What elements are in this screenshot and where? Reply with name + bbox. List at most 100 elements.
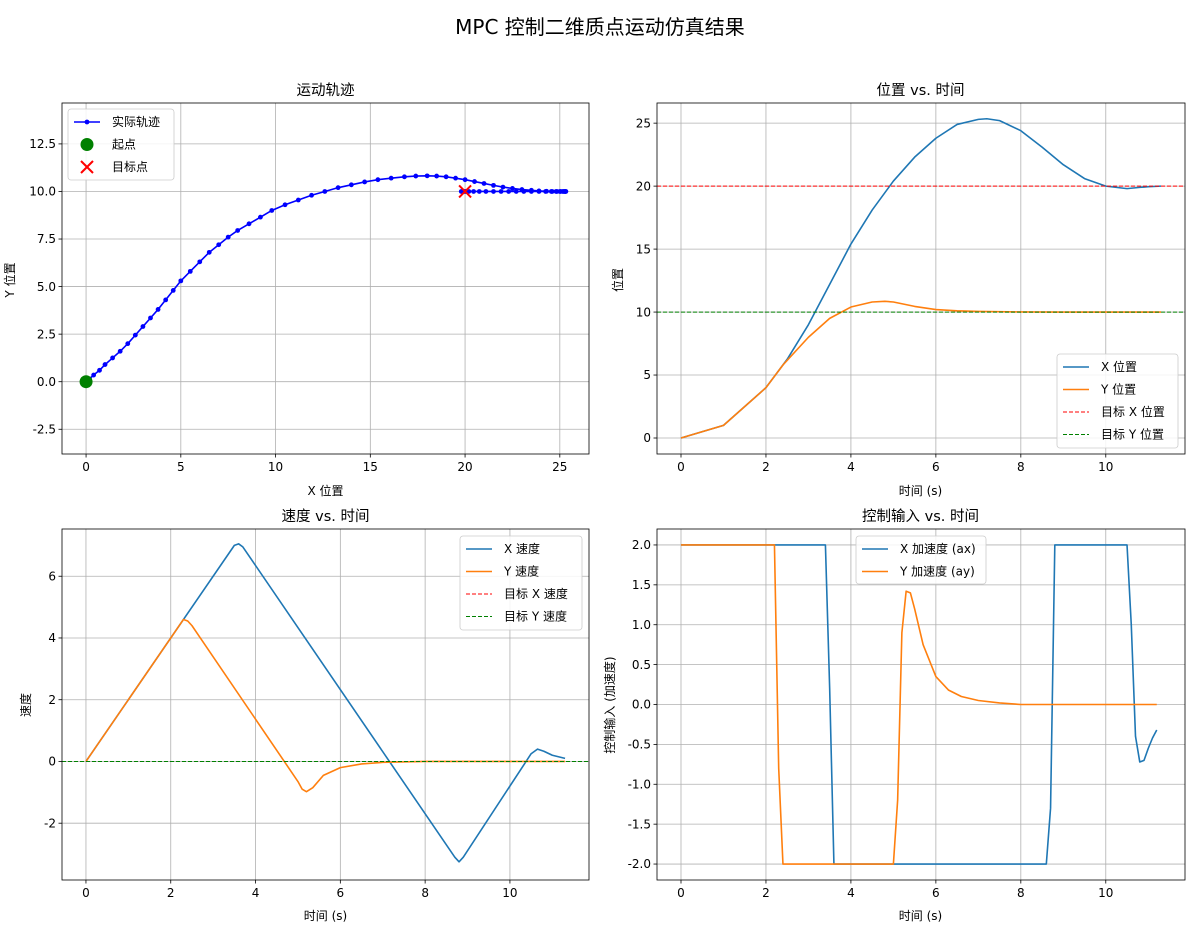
traj-series-0-point-8 (125, 341, 131, 347)
traj-ylabel: Y 位置 (2, 262, 17, 298)
pos-ytick-label-0: 0 (643, 431, 651, 445)
pos-plot (657, 117, 1185, 439)
pos-panel: 位置 vs. 时间 时间 (s) 位置 (610, 82, 964, 498)
traj-series-0-point-66 (513, 189, 519, 194)
pos-legend-entry-1-label: Y 位置 (1100, 382, 1136, 397)
traj-series-0-point-17 (197, 259, 203, 265)
traj-series-0-point-41 (472, 179, 477, 184)
pos-title: 位置 vs. 时间 (877, 82, 965, 99)
traj-series-0-point-30 (348, 182, 354, 188)
traj-series-0-point-72 (471, 189, 476, 194)
ctrl-ytick-label-0: -2.0 (628, 857, 651, 871)
traj-series-0-point-43 (491, 182, 496, 188)
vel-xtick-label-0: 0 (82, 886, 90, 900)
traj-series-0-point-25 (282, 202, 288, 208)
pos-ytick-label-4: 20 (636, 179, 651, 193)
vel-frame (61, 528, 590, 881)
traj-xtick-label-1: 5 (177, 460, 185, 474)
traj-legend-entry-0-label: 实际轨迹 (112, 114, 160, 129)
ctrl-ylabel: 控制输入 (加速度) (602, 656, 617, 753)
traj-series-0-point-29 (335, 185, 341, 191)
traj-series-0-point-34 (402, 174, 407, 180)
ctrl-ytick-label-5: 0.5 (632, 658, 651, 672)
ctrl-ytick-label-7: 1.5 (632, 578, 651, 592)
pos-legend-entry-2-label: 目标 X 位置 (1101, 404, 1165, 419)
ctrl-ytick-label-6: 1.0 (632, 618, 651, 632)
traj-series-0-point-16 (187, 268, 193, 274)
pos-xlabel: 时间 (s) (899, 484, 942, 498)
traj-series-0-point-21 (235, 228, 241, 233)
traj-xtick-label-5: 25 (552, 460, 567, 474)
traj-ytick-label-1: 0.0 (37, 375, 56, 389)
vel-plot (62, 543, 589, 863)
traj-series-0-point-44 (500, 184, 506, 190)
traj-plot (79, 173, 569, 389)
ctrl-legend-entry-1-label: Y 加速度 (ay) (899, 564, 975, 579)
traj-xtick-label-2: 10 (268, 460, 283, 474)
pos-xtick-label-1: 2 (762, 460, 770, 474)
ctrl-ytick-label-2: -1.0 (628, 777, 651, 791)
traj-series-2-point-0 (458, 184, 472, 199)
traj-series-0-point-32 (375, 177, 381, 183)
traj-series-0-point-27 (309, 192, 314, 198)
vel-xtick-label-5: 10 (502, 886, 517, 900)
traj-ytick-label-4: 7.5 (37, 232, 56, 246)
pos-legend-entry-0-label: X 位置 (1101, 359, 1137, 374)
traj-legend-entry-2-label: 目标点 (112, 160, 148, 174)
traj-series-0-point-42 (481, 181, 487, 186)
traj-series-0-point-7 (117, 348, 123, 354)
ctrl-legend-entry-0-label: X 加速度 (ax) (900, 541, 976, 556)
traj-series-0-point-40 (462, 177, 468, 183)
pos-frame (656, 102, 1186, 455)
pos-ytick-label-2: 10 (636, 305, 651, 319)
traj-series-0-point-63 (536, 189, 542, 194)
traj-ytick-label-2: 2.5 (37, 327, 56, 341)
ctrl-panel: 控制输入 vs. 时间 时间 (s) 控制输入 (加速度) (602, 508, 979, 923)
traj-series-2-markers (458, 184, 472, 199)
traj-xtick-label-0: 0 (82, 460, 90, 474)
traj-series-0-point-39 (453, 175, 458, 181)
pos-xtick-label-3: 6 (932, 460, 940, 474)
traj-series-1-markers (79, 375, 93, 389)
traj-series-0-point-26 (295, 197, 301, 203)
traj-legend-entry-2-swatch (80, 160, 94, 174)
vel-ylabel: 速度 (18, 693, 33, 717)
traj-series-0-point-20 (225, 234, 231, 240)
vel-series-1-line (85, 618, 566, 793)
traj-series-0-point-65 (521, 189, 527, 194)
ctrl-ytick-label-4: 0.0 (632, 698, 651, 712)
traj-series-1-point-0 (79, 375, 93, 389)
ctrl-frame (656, 528, 1186, 881)
traj-series-0-point-24 (269, 208, 275, 213)
pos-ylabel: 位置 (610, 268, 625, 292)
traj-legend-entry-2-swatch-stroke-b (80, 160, 94, 174)
traj-series-0-point-68 (498, 189, 504, 194)
ctrl-ytick-label-3: -0.5 (628, 738, 651, 752)
traj-series-0-point-61 (548, 189, 554, 194)
pos-legend-box (1056, 353, 1179, 449)
ctrl-plot (681, 544, 1158, 865)
traj-series-0-point-69 (491, 189, 496, 194)
traj-legend-box (67, 108, 175, 181)
vel-ytick-label-3: 4 (48, 631, 56, 645)
traj-xtick-label-4: 20 (457, 460, 472, 474)
traj-series-0-point-6 (110, 355, 115, 361)
vel-ytick-label-4: 6 (48, 569, 56, 583)
ctrl-xtick-label-0: 0 (677, 886, 685, 900)
vel-xtick-label-1: 2 (167, 886, 175, 900)
traj-series-0-point-10 (140, 324, 146, 329)
vel-xtick-label-2: 4 (252, 886, 260, 900)
traj-series-0-point-59 (557, 189, 563, 194)
traj-series-0-point-31 (362, 179, 368, 185)
ctrl-series-0-line (681, 544, 1158, 865)
traj-series-0-point-3 (91, 372, 97, 378)
vel-ytick-label-1: 0 (48, 755, 56, 769)
traj-series-0-point-14 (170, 287, 176, 293)
pos-ytick-label-5: 25 (636, 116, 651, 130)
traj-legend-entry-1-label: 起点 (112, 138, 136, 152)
ctrl-legend-box (855, 535, 987, 585)
vel-ytick-label-2: 2 (48, 693, 56, 707)
pos-legend-entry-3-label: 目标 Y 位置 (1101, 427, 1164, 442)
